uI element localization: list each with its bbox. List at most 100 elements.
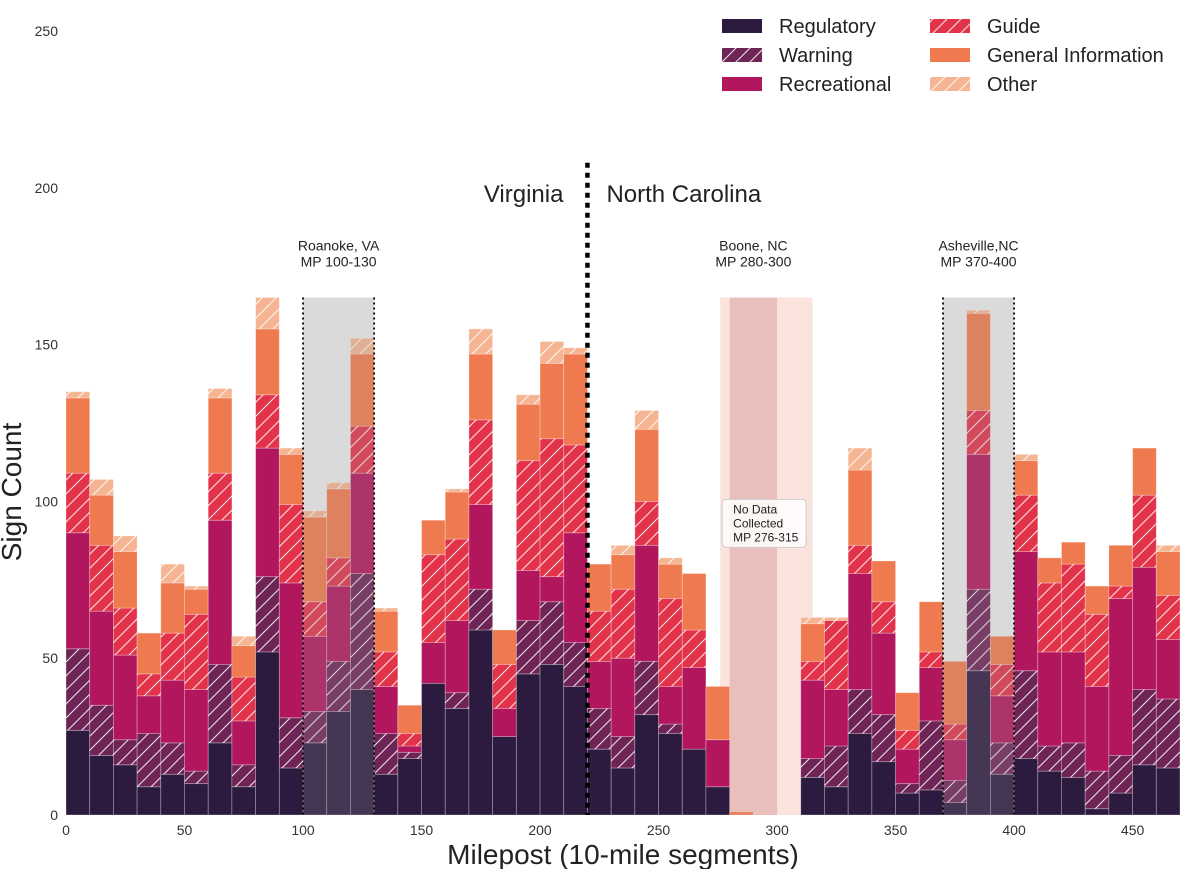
bar-segment-warning <box>610 736 636 769</box>
bar-stack <box>1084 585 1110 816</box>
bar-segment-warning <box>539 601 565 665</box>
bar-segment-general-information <box>373 610 399 653</box>
bar-stack <box>824 617 849 816</box>
bar-stack <box>705 686 731 816</box>
bar-segment-other <box>563 347 588 355</box>
x-tick-label: 50 <box>177 822 193 838</box>
bar-segment-regulatory <box>847 733 873 816</box>
city-label: MP 370-400 <box>941 254 1017 270</box>
bar-segment-warning <box>278 717 304 769</box>
overlay-regions <box>302 297 1015 815</box>
x-tick-label: 350 <box>884 822 908 838</box>
bar-stack <box>1108 544 1133 816</box>
legend-entry-general-information: General Information <box>930 45 1164 67</box>
bar-segment-general-information <box>255 328 280 396</box>
bar-stack <box>231 635 257 816</box>
legend-swatch <box>930 48 970 62</box>
bar-segment-general-information <box>1155 551 1181 596</box>
bar-stacks <box>65 297 1181 816</box>
city-label: MP 100-130 <box>301 254 377 270</box>
bar-segment-warning <box>800 758 825 778</box>
y-tick-label: 150 <box>35 337 59 353</box>
bar-segment-other <box>966 309 991 314</box>
bar-segment-warning <box>231 764 257 788</box>
bar-segment-general-information <box>1061 541 1086 565</box>
bar-stack <box>515 394 541 816</box>
bar-segment-recreational <box>705 739 731 788</box>
bar-stack <box>895 692 920 816</box>
bar-stack <box>800 617 825 816</box>
bar-segment-other <box>89 479 114 496</box>
city-label: Roanoke, VA <box>298 238 380 254</box>
bar-segment-regulatory <box>492 736 517 816</box>
legend-entry-recreational: Recreational <box>722 74 891 96</box>
bar-segment-recreational <box>113 654 138 741</box>
bar-stack <box>89 479 114 816</box>
bar-segment-warning <box>847 689 873 734</box>
bar-segment-regulatory <box>658 733 683 816</box>
bar-segment-regulatory <box>1061 776 1086 816</box>
bar-segment-guide <box>895 729 920 750</box>
bar-segment-regulatory <box>634 714 659 816</box>
bar-segment-other <box>255 297 280 330</box>
legend-label: Regulatory <box>779 16 876 38</box>
bar-segment-recreational <box>1061 651 1086 744</box>
bar-segment-general-information <box>184 588 209 615</box>
bar-segment-general-information <box>610 554 636 590</box>
bar-stack <box>681 573 707 816</box>
legend-label: Guide <box>987 16 1040 38</box>
bar-segment-warning <box>515 620 541 675</box>
city-label: MP 280-300 <box>715 254 791 270</box>
bar-segment-general-information <box>658 563 683 600</box>
bar-segment-regulatory <box>373 773 399 816</box>
bar-segment-regulatory <box>255 651 280 816</box>
bar-stack <box>658 557 683 816</box>
bar-segment-other <box>658 557 683 565</box>
bar-stack <box>444 488 470 816</box>
bar-segment-general-information <box>563 353 588 446</box>
bar-segment-guide <box>1061 563 1086 653</box>
bar-segment-regulatory <box>515 673 541 816</box>
bar-stack <box>65 391 91 816</box>
bar-segment-regulatory <box>113 764 138 816</box>
bar-segment-other <box>824 617 849 621</box>
bar-segment-guide <box>1084 613 1110 687</box>
bar-segment-recreational <box>1155 638 1181 700</box>
bar-segment-regulatory <box>207 742 233 816</box>
bar-segment-other <box>65 391 91 399</box>
bar-segment-regulatory <box>1155 767 1181 816</box>
bar-segment-guide <box>539 438 565 578</box>
bar-segment-regulatory <box>184 783 209 816</box>
bar-segment-general-information <box>800 623 825 662</box>
bar-segment-other <box>278 447 304 455</box>
bar-segment-warning <box>1108 755 1133 794</box>
bar-segment-recreational <box>231 720 257 766</box>
bar-stack <box>847 447 873 816</box>
bar-stack <box>587 563 612 816</box>
bar-segment-recreational <box>539 576 565 603</box>
bar-segment-general-information <box>515 403 541 462</box>
bar-segment-other <box>847 447 873 471</box>
bar-segment-recreational <box>895 748 920 785</box>
bar-segment-guide <box>231 676 257 722</box>
bar-segment-guide <box>847 544 873 574</box>
bar-segment-regulatory <box>705 786 731 816</box>
bar-segment-regulatory <box>231 786 257 816</box>
bar-segment-recreational <box>681 667 707 750</box>
bar-segment-recreational <box>1037 651 1062 747</box>
legend-label: General Information <box>987 45 1164 67</box>
legend-swatch <box>722 48 762 62</box>
legend-entry-regulatory: Regulatory <box>722 16 876 38</box>
bar-segment-guide <box>824 620 849 690</box>
bar-segment-other <box>515 394 541 405</box>
bar-segment-warning <box>468 588 494 631</box>
bar-segment-regulatory <box>610 767 636 816</box>
bar-segment-guide <box>587 610 612 662</box>
bar-segment-regulatory <box>871 761 896 816</box>
bar-segment-regulatory <box>421 682 446 816</box>
x-tick-label: 150 <box>410 822 434 838</box>
bar-stack <box>1013 453 1039 816</box>
bar-segment-guide <box>871 601 896 634</box>
bar-stack <box>539 341 565 816</box>
y-tick-label: 100 <box>35 493 59 509</box>
